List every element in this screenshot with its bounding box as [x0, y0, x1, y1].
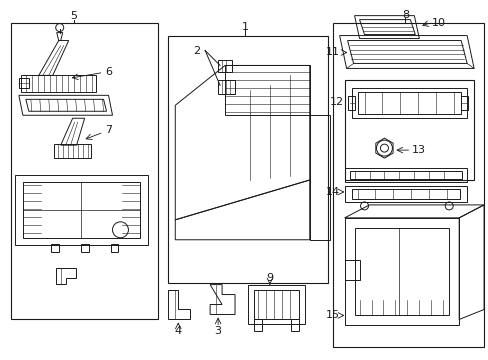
Text: 8: 8: [401, 10, 408, 20]
Text: 5: 5: [70, 11, 77, 21]
Bar: [11, 23, 158, 319]
Text: 2: 2: [193, 45, 201, 55]
Text: 1: 1: [241, 22, 248, 32]
Bar: [168, 36, 327, 283]
Text: 13: 13: [411, 145, 426, 155]
Bar: [332, 23, 483, 347]
Text: 12: 12: [329, 97, 343, 107]
Text: 15: 15: [325, 310, 339, 320]
Text: 10: 10: [431, 18, 446, 28]
Text: 4: 4: [174, 327, 182, 336]
Text: 7: 7: [105, 125, 112, 135]
Text: 6: 6: [105, 67, 112, 77]
Bar: [344, 80, 473, 180]
Text: 3: 3: [214, 327, 221, 336]
Text: 14: 14: [325, 187, 339, 197]
Text: 11: 11: [325, 48, 339, 58]
Text: 9: 9: [266, 273, 273, 283]
